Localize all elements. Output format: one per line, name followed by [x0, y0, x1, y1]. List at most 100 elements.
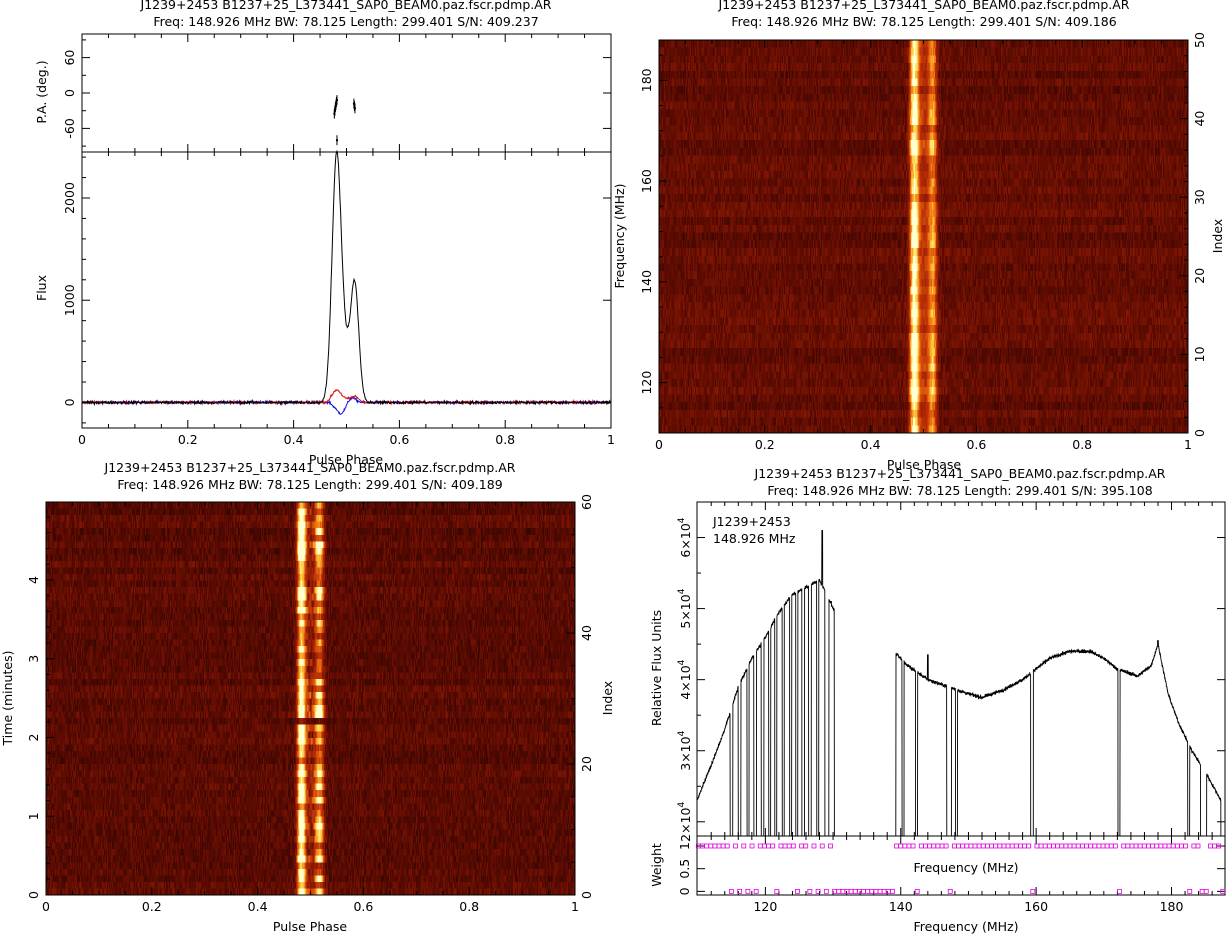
weight-point [1207, 843, 1213, 849]
weight-ytick-label: 1 [677, 842, 692, 850]
bandpass-ytick-label: 2×104 [677, 801, 693, 841]
bandpass-annotation-freq: 148.926 MHz [713, 531, 796, 546]
weight-xtick-label: 120 [753, 899, 777, 914]
weight-point [914, 888, 920, 894]
weight-point [935, 843, 941, 849]
weight-point [968, 843, 974, 849]
phasetime-ytick-label: 1 [26, 812, 41, 820]
pa-frame [81, 33, 612, 153]
phasefreq-subtitle: Freq: 148.926 MHz BW: 78.125 Length: 299… [731, 14, 1116, 29]
weight-point [877, 888, 883, 894]
profile-ytick-label: 1000 [62, 284, 77, 316]
bandpass-ytick-mantissa: 2×10 [678, 807, 693, 841]
weight-point [972, 843, 978, 849]
phase-time-panel: J1239+2453 B1237+25_L373441_SAP0_BEAM0.p… [0, 460, 615, 934]
weight-point [1174, 843, 1180, 849]
weight-point [1141, 843, 1147, 849]
bandpass-ytick-exponent: 4 [677, 588, 687, 594]
bandpass-ytick-exponent: 4 [677, 801, 687, 807]
weight-point [1088, 843, 1094, 849]
weight-point [1129, 843, 1135, 849]
weight-xtick-label: 160 [1024, 899, 1048, 914]
weight-point [947, 888, 953, 894]
weight-point [852, 888, 858, 894]
weight-point [1191, 843, 1197, 849]
phase-frequency-heatmap [659, 40, 1188, 433]
weight-point [774, 888, 780, 894]
phasefreq-rtick-label: 0 [1192, 429, 1207, 437]
weight-point [1166, 843, 1172, 849]
weight-point [1203, 888, 1209, 894]
weight-ytick-label: 0 [677, 887, 692, 895]
phasefreq-ylabel: Frequency (MHz) [612, 183, 627, 288]
weight-point [898, 843, 904, 849]
weight-point [902, 843, 908, 849]
bandpass-ytick-label-group: 6×104 [677, 517, 693, 557]
weight-point [918, 843, 924, 849]
weight-point [976, 843, 982, 849]
weight-point [906, 843, 912, 849]
weight-point [1199, 888, 1205, 894]
phasetime-ytick-label: 2 [26, 734, 41, 742]
weight-point [786, 843, 792, 849]
phasetime-xtick-label: 0.8 [459, 899, 479, 914]
weight-point [910, 843, 916, 849]
weight-point [1113, 843, 1118, 849]
phasefreq-xtick-label: 0.2 [755, 437, 775, 452]
phasefreq-ytick-label: 140 [639, 270, 654, 294]
weight-point [728, 888, 734, 894]
weight-point [716, 843, 722, 849]
weight-point [737, 888, 743, 894]
weight-point [795, 888, 800, 894]
weight-point [770, 843, 776, 849]
weight-point [762, 843, 767, 849]
weight-point [1084, 843, 1089, 849]
bandpass-annotation-source: J1239+2453 [712, 514, 791, 529]
bandpass-ytick-label-group: 4×104 [677, 659, 693, 699]
pa-point [334, 103, 337, 106]
weight-point [749, 843, 755, 849]
weight-point [1104, 843, 1110, 849]
profile-xtick-label: 0.4 [284, 432, 304, 447]
bandpass-ytick-label: 6×104 [677, 517, 693, 557]
pa-point [335, 99, 338, 102]
phase-frequency-axes: 0 0.2 0.4 0.6 0.8 1 120 140 160 180 0 10 20 30 40 50 [639, 32, 1207, 452]
weight-point [815, 888, 821, 894]
weight-point [923, 843, 928, 849]
phase-time-heatmap [46, 502, 575, 895]
weight-point [733, 843, 738, 849]
weight-point [1146, 843, 1151, 849]
phasefreq-ytick-label: 160 [639, 169, 654, 193]
profile-xtick-label: 0 [78, 432, 86, 447]
bandpass-subtitle: Freq: 148.926 MHz BW: 78.125 Length: 299… [767, 483, 1152, 498]
weight-point [894, 843, 899, 849]
weight-point [1079, 843, 1085, 849]
weight-point [1212, 843, 1217, 849]
bandpass-line [696, 529, 1225, 837]
weight-point [757, 843, 763, 849]
circular-polarization-line [81, 395, 611, 415]
pa-ytick-label: -60 [62, 118, 77, 138]
weight-point [865, 888, 871, 894]
weight-point [1063, 843, 1069, 849]
weight-point [1125, 843, 1131, 849]
phasefreq-right-label: Index [1210, 219, 1225, 253]
bandpass-ytick-mantissa: 5×10 [678, 594, 693, 628]
weight-point [745, 888, 751, 894]
phasetime-xlabel: Pulse Phase [273, 919, 348, 934]
bandpass-ytick-exponent: 4 [677, 730, 687, 736]
weight-point [1071, 843, 1077, 849]
weight-point [960, 843, 966, 849]
weight-point [790, 843, 796, 849]
bandpass-ytick-label: 3×104 [677, 730, 693, 770]
total-intensity-line [81, 149, 612, 407]
weight-point [1137, 843, 1143, 849]
phasefreq-rtick-label: 50 [1192, 32, 1207, 48]
phasetime-xtick-label: 0.4 [248, 899, 268, 914]
profile-xlabel: Pulse Phase [309, 452, 384, 467]
weight-point [951, 843, 957, 849]
weight-point [724, 843, 730, 849]
weight-point [823, 888, 829, 894]
